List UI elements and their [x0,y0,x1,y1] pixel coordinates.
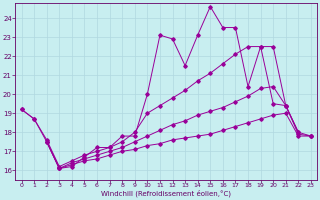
X-axis label: Windchill (Refroidissement éolien,°C): Windchill (Refroidissement éolien,°C) [101,190,231,197]
